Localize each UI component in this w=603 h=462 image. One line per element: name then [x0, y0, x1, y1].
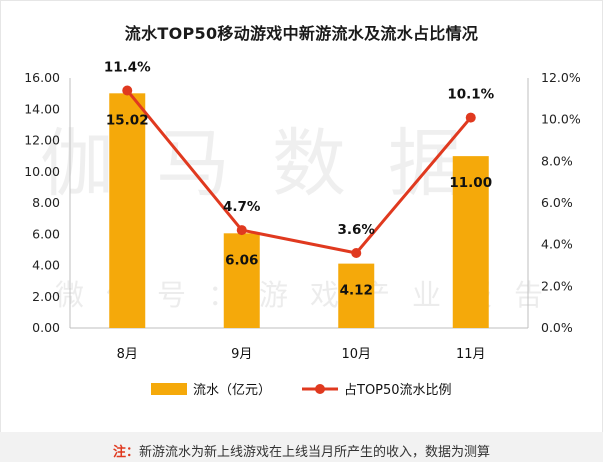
bar-3 — [338, 263, 375, 328]
ratio-point-2 — [236, 225, 247, 236]
bar-2 — [223, 233, 260, 328]
y-right-tick-label: 0.0% — [541, 320, 573, 335]
legend-label-line: 占TOP50流水比例 — [344, 383, 452, 398]
ratio-point-1 — [122, 85, 133, 96]
y-right-tick-label: 12.0% — [541, 70, 581, 85]
ratio-data-label: 11.4% — [104, 60, 151, 76]
x-tick-label: 9月 — [231, 347, 252, 362]
bar-data-label: 6.06 — [225, 252, 258, 268]
y-left-tick-label: 8.00 — [32, 195, 60, 210]
footer-label: 注： — [112, 445, 139, 460]
ratio-data-label: 4.7% — [223, 199, 261, 215]
ratio-data-label: 3.6% — [338, 222, 376, 238]
legend-swatch-bar — [151, 383, 187, 395]
bar-data-label: 4.12 — [340, 283, 373, 299]
footer-note: 注：新游流水为新上线游戏在上线当月所产生的收入，数据为测算 — [0, 441, 603, 460]
y-right-tick-label: 2.0% — [541, 278, 573, 293]
y-left-tick-label: 16.00 — [24, 70, 60, 85]
y-left-tick-label: 10.00 — [24, 164, 60, 179]
y-left-tick-label: 4.00 — [32, 258, 60, 273]
y-left-tick-label: 0.00 — [32, 320, 60, 335]
ratio-point-3 — [351, 248, 362, 258]
bar-1 — [109, 93, 146, 328]
footer-band — [0, 432, 603, 462]
legend-swatch-line-marker — [315, 384, 325, 394]
y-right-tick-label: 10.0% — [541, 112, 581, 127]
chart-title: 流水TOP50移动游戏中新游流水及流水占比情况 — [124, 24, 479, 43]
x-tick-label: 10月 — [341, 347, 371, 362]
y-left-tick-label: 6.00 — [32, 226, 60, 241]
ratio-data-label: 10.1% — [447, 87, 494, 103]
bar-4 — [452, 156, 489, 328]
y-right-tick-label: 6.0% — [541, 195, 573, 210]
bar-data-label: 15.02 — [106, 112, 149, 128]
y-right-tick-label: 8.0% — [541, 153, 573, 168]
y-left-tick-label: 14.00 — [24, 101, 60, 116]
y-left-tick-label: 12.00 — [24, 133, 60, 148]
x-tick-label: 8月 — [117, 347, 138, 362]
ratio-point-4 — [465, 112, 476, 123]
footer-text: 新游流水为新上线游戏在上线当月所产生的收入，数据为测算 — [139, 445, 491, 460]
x-tick-label: 11月 — [456, 347, 486, 362]
ratio-line — [126, 89, 472, 255]
legend-label-bar: 流水（亿元） — [193, 383, 271, 398]
bar-data-label: 11.00 — [449, 175, 492, 191]
y-right-tick-label: 4.0% — [541, 237, 573, 252]
y-left-tick-label: 2.00 — [32, 289, 60, 304]
